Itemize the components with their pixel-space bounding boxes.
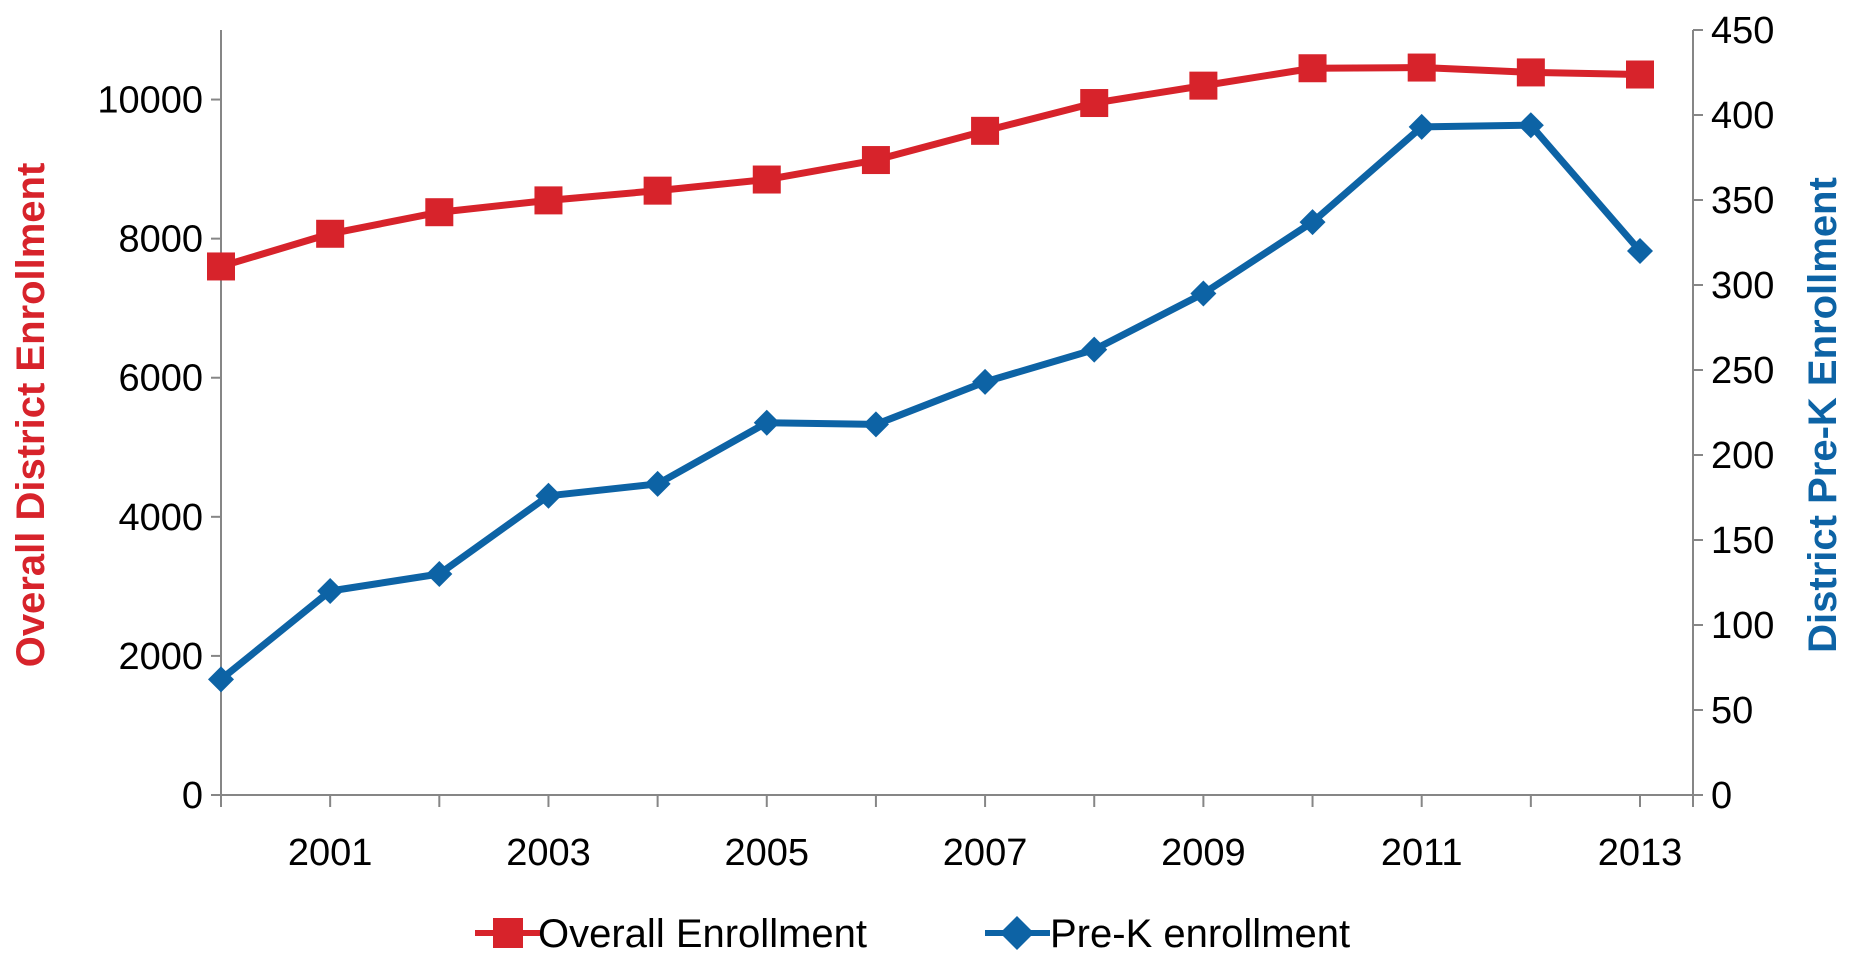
axes (220, 30, 1694, 796)
data-point-prek (1081, 336, 1108, 363)
y-tick-label-right: 0 (1711, 775, 1732, 817)
data-point-prek (1408, 113, 1435, 140)
y-tick-label-right: 100 (1711, 605, 1774, 647)
y-tick-label-left: 10000 (97, 80, 203, 122)
data-point-prek (535, 482, 562, 509)
data-point-overall (1189, 71, 1218, 100)
y-tick-label-right: 50 (1711, 690, 1753, 732)
data-point-prek (644, 470, 671, 497)
data-point-overall (1080, 89, 1109, 118)
y-tick-label-right: 350 (1711, 180, 1774, 222)
data-point-prek (317, 578, 344, 604)
y-axis-title-left: Overall District Enrollment (9, 163, 53, 668)
y-tick-label-left: 2000 (118, 636, 203, 678)
data-point-overall (971, 116, 1000, 145)
legend-item-prek: Pre-K enrollment (985, 912, 1350, 955)
data-point-prek (208, 666, 234, 693)
x-tick-label: 2007 (943, 832, 1028, 874)
data-point-overall (425, 198, 454, 227)
data-point-overall (1298, 54, 1327, 83)
data-point-prek (1299, 209, 1326, 236)
y-tick-label-left: 6000 (118, 358, 203, 400)
legend-item-overall: Overall Enrollment (475, 912, 867, 955)
series-layer (207, 53, 1654, 693)
y-tick-label-left: 4000 (118, 497, 203, 539)
data-point-overall (752, 165, 781, 194)
data-point-overall (534, 186, 563, 215)
x-tick-label: 2005 (724, 832, 809, 874)
y-tick-label-left: 0 (182, 775, 203, 817)
x-tick-label: 2009 (1161, 832, 1246, 874)
y-tick-label-right: 400 (1711, 95, 1774, 137)
x-tick-label: 2011 (1381, 832, 1463, 874)
data-point-prek (426, 561, 453, 587)
legend-label-prek: Pre-K enrollment (1050, 912, 1350, 955)
y-tick-label-right: 150 (1711, 520, 1774, 562)
y-tick-label-right: 200 (1711, 435, 1774, 477)
data-point-overall (316, 219, 345, 248)
x-tick-label: 2001 (288, 832, 373, 874)
legend-marker-square (493, 918, 523, 948)
x-tick-label: 2013 (1598, 832, 1683, 874)
data-point-overall (1626, 60, 1654, 89)
legend-label-overall: Overall Enrollment (538, 912, 867, 955)
y-tick-label-right: 300 (1711, 265, 1774, 307)
data-point-prek (972, 368, 999, 395)
y-tick-label-right: 250 (1711, 350, 1774, 392)
legend-marker-diamond (1000, 916, 1034, 950)
data-point-prek (1627, 238, 1653, 264)
data-point-overall (1516, 58, 1545, 87)
series-line-overall (219, 64, 1641, 270)
ticks: 0 2000 4000 6000 8000 10000 0 50 100 150 200 250 300… (97, 10, 1774, 874)
legend: Overall Enrollment Pre-K enrollment (475, 912, 1350, 955)
y-tick-label-left: 8000 (118, 219, 203, 261)
data-point-prek (1517, 112, 1544, 139)
data-point-overall (861, 146, 890, 175)
data-point-overall (1407, 53, 1436, 82)
y-tick-label-right: 450 (1711, 10, 1774, 52)
data-point-prek (862, 411, 889, 438)
series-line-prek (218, 121, 1643, 683)
data-point-overall (207, 252, 235, 281)
x-tick-label: 2003 (506, 832, 591, 874)
data-point-prek (1190, 280, 1217, 307)
data-point-prek (753, 409, 780, 436)
y-axis-title-right: District Pre-K Enrollment (1801, 177, 1845, 653)
data-point-overall (643, 176, 672, 205)
